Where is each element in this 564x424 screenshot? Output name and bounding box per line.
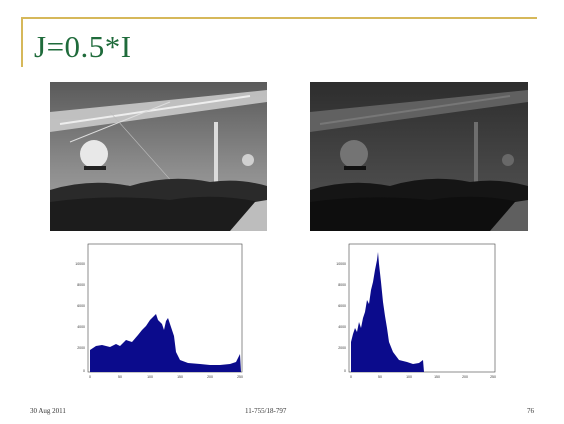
- x-tick-label: 250: [490, 375, 496, 379]
- histogram-fill: [351, 252, 424, 372]
- slide-title: J=0.5*I: [34, 29, 132, 64]
- x-tick-label: 100: [147, 375, 153, 379]
- darkened-image: [310, 82, 528, 231]
- footer-course-number: 11-755/18-797: [245, 407, 287, 415]
- page-number: 76: [527, 407, 534, 415]
- y-tick-label: 8000: [77, 283, 85, 287]
- accent-vertical-line: [21, 17, 23, 67]
- y-tick-label: 0: [344, 369, 346, 373]
- histogram-original: 10000 8000 6000 4000 2000 0 0 50 100 150…: [75, 243, 243, 379]
- x-tick-label: 100: [406, 375, 412, 379]
- y-tick-label: 10000: [336, 262, 346, 266]
- x-tick-label: 50: [378, 375, 382, 379]
- y-tick-label: 0: [83, 369, 85, 373]
- footer-date: 30 Aug 2011: [30, 407, 66, 415]
- x-tick-label: 200: [207, 375, 213, 379]
- y-tick-label: 6000: [338, 304, 346, 308]
- x-tick-label: 0: [350, 375, 352, 379]
- accent-horizontal-line: [21, 17, 537, 19]
- histogram-fill: [90, 314, 241, 372]
- x-tick-label: 150: [177, 375, 183, 379]
- y-tick-label: 4000: [77, 325, 85, 329]
- y-tick-label: 6000: [77, 304, 85, 308]
- x-tick-label: 0: [89, 375, 91, 379]
- y-tick-label: 2000: [338, 346, 346, 350]
- original-image: [50, 82, 267, 231]
- y-tick-label: 4000: [338, 325, 346, 329]
- x-tick-label: 200: [462, 375, 468, 379]
- x-tick-label: 250: [237, 375, 243, 379]
- histogram-darkened: 10000 8000 6000 4000 2000 0 0 50 100 150…: [336, 243, 496, 379]
- y-tick-label: 10000: [75, 262, 85, 266]
- y-tick-label: 8000: [338, 283, 346, 287]
- y-tick-label: 2000: [77, 346, 85, 350]
- x-tick-label: 150: [434, 375, 440, 379]
- x-tick-label: 50: [118, 375, 122, 379]
